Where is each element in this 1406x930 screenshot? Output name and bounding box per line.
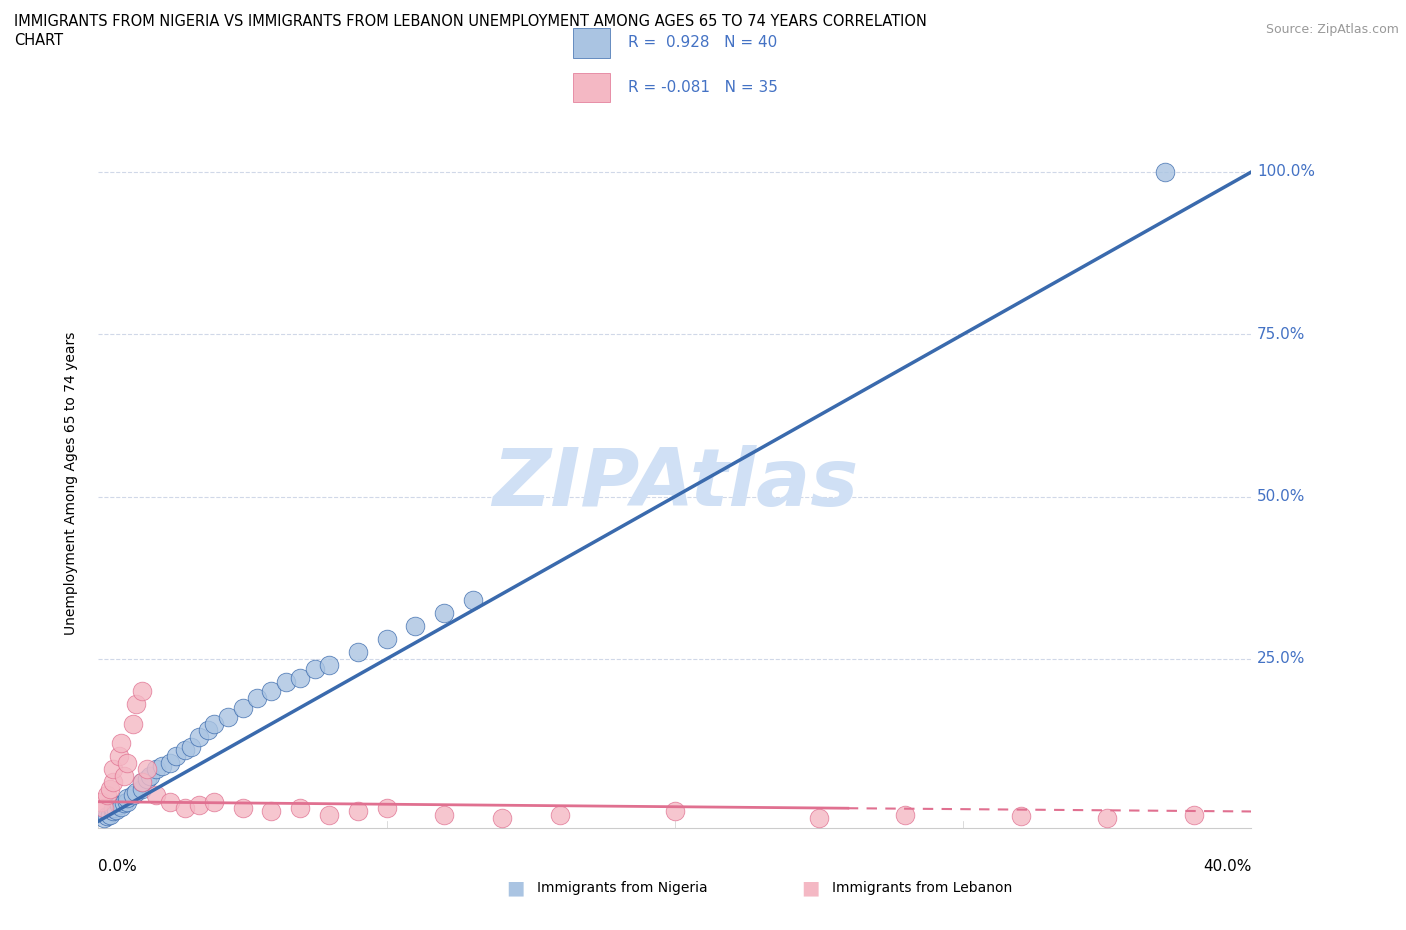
Text: 100.0%: 100.0% — [1257, 165, 1315, 179]
Point — [117, 791, 138, 806]
Point — [346, 645, 368, 660]
Text: R = -0.081   N = 35: R = -0.081 N = 35 — [628, 80, 778, 95]
Point — [101, 775, 124, 790]
Point — [104, 802, 127, 817]
Text: ■: ■ — [801, 879, 820, 897]
Point — [112, 795, 135, 810]
Point — [159, 755, 181, 770]
Point — [1097, 811, 1119, 826]
Point — [807, 811, 830, 826]
Text: Immigrants from Nigeria: Immigrants from Nigeria — [537, 881, 707, 896]
Point — [159, 794, 181, 809]
Point — [433, 807, 456, 822]
Point — [122, 788, 145, 803]
Bar — [574, 28, 610, 58]
Point — [125, 785, 148, 800]
Point — [98, 781, 121, 796]
Point — [131, 781, 153, 796]
Point — [375, 632, 398, 647]
Point — [375, 801, 398, 816]
Point — [131, 775, 153, 790]
Text: 0.0%: 0.0% — [98, 858, 138, 873]
Point — [174, 742, 197, 757]
Text: R =  0.928   N = 40: R = 0.928 N = 40 — [628, 35, 778, 50]
Point — [461, 593, 484, 608]
Point — [188, 798, 211, 813]
Point — [136, 772, 159, 787]
Point — [346, 804, 368, 819]
Point — [491, 811, 513, 826]
Point — [246, 690, 269, 705]
Point — [405, 619, 427, 634]
Point — [96, 808, 118, 823]
Point — [202, 716, 225, 731]
Point — [433, 606, 456, 621]
Point — [112, 768, 135, 783]
Point — [188, 729, 211, 744]
Point — [1153, 165, 1175, 179]
Point — [101, 801, 124, 816]
Point — [136, 762, 159, 777]
Text: ZIPAtlas: ZIPAtlas — [492, 445, 858, 523]
Text: 50.0%: 50.0% — [1257, 489, 1306, 504]
Point — [231, 700, 254, 715]
Point — [217, 710, 239, 724]
Point — [101, 762, 124, 777]
Point — [107, 749, 129, 764]
Point — [1010, 808, 1032, 823]
Point — [101, 804, 124, 819]
Point — [96, 788, 118, 803]
Point — [274, 674, 297, 689]
Text: Immigrants from Lebanon: Immigrants from Lebanon — [832, 881, 1012, 896]
Point — [98, 807, 121, 822]
Point — [139, 768, 162, 783]
Point — [117, 755, 138, 770]
Text: ■: ■ — [506, 879, 524, 897]
Point — [93, 811, 115, 826]
Point — [131, 775, 153, 790]
Point — [318, 807, 340, 822]
Text: Source: ZipAtlas.com: Source: ZipAtlas.com — [1265, 23, 1399, 36]
Text: 25.0%: 25.0% — [1257, 651, 1306, 667]
Text: 75.0%: 75.0% — [1257, 326, 1306, 341]
Point — [1182, 807, 1205, 822]
Point — [304, 661, 326, 676]
Point — [165, 749, 187, 764]
Point — [180, 739, 202, 754]
Point — [145, 762, 167, 777]
Point — [260, 684, 283, 698]
Y-axis label: Unemployment Among Ages 65 to 74 years: Unemployment Among Ages 65 to 74 years — [63, 332, 77, 635]
Point — [90, 794, 112, 809]
Point — [197, 723, 219, 737]
Text: IMMIGRANTS FROM NIGERIA VS IMMIGRANTS FROM LEBANON UNEMPLOYMENT AMONG AGES 65 TO: IMMIGRANTS FROM NIGERIA VS IMMIGRANTS FR… — [14, 14, 927, 29]
Bar — [574, 73, 610, 102]
Point — [894, 807, 917, 822]
Point — [93, 801, 115, 816]
Point — [231, 801, 254, 816]
Point — [174, 801, 197, 816]
Point — [202, 794, 225, 809]
Point — [260, 804, 283, 819]
Point — [290, 801, 312, 816]
Point — [664, 804, 686, 819]
Point — [145, 788, 167, 803]
Point — [290, 671, 312, 685]
Point — [150, 759, 173, 774]
Point — [548, 807, 571, 822]
Point — [110, 800, 132, 815]
Point — [318, 658, 340, 672]
Point — [117, 794, 138, 809]
Text: CHART: CHART — [14, 33, 63, 47]
Point — [110, 736, 132, 751]
Point — [107, 798, 129, 813]
Text: 40.0%: 40.0% — [1204, 858, 1251, 873]
Point — [131, 684, 153, 698]
Point — [122, 716, 145, 731]
Point — [125, 697, 148, 711]
